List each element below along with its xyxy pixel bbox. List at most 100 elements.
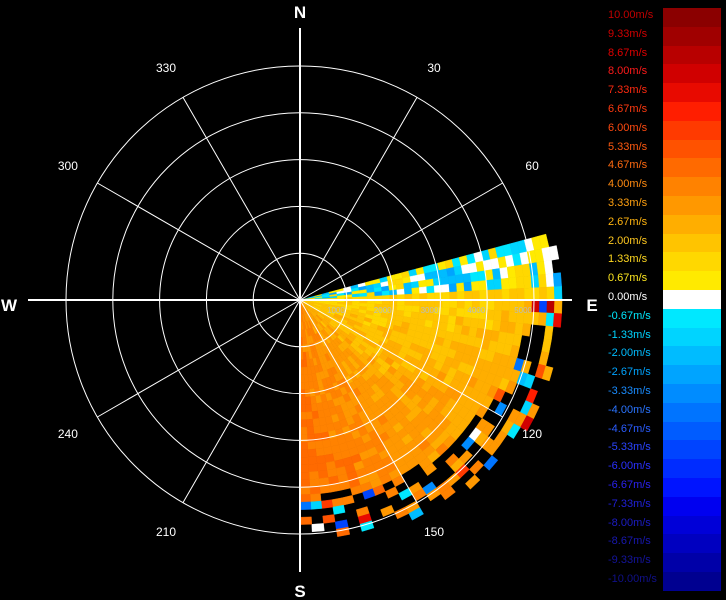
colorbar-swatch	[663, 384, 721, 403]
velocity-cell	[305, 411, 313, 420]
colorbar-row: -8.67m/s	[606, 534, 721, 554]
azimuth-label: 210	[156, 525, 176, 539]
velocity-cell	[411, 305, 420, 313]
velocity-colorbar: 10.00m/s 9.33m/s 8.67m/s 8.00m/s 7.33m/s 6.67…	[606, 8, 721, 591]
velocity-cell	[485, 309, 495, 321]
velocity-cell	[320, 431, 330, 441]
velocity-cell	[485, 279, 495, 291]
velocity-cell	[374, 291, 383, 297]
velocity-cell	[538, 351, 550, 367]
colorbar-label: 0.67m/s	[608, 272, 648, 285]
velocity-cell	[524, 287, 533, 301]
velocity-cell	[432, 313, 442, 323]
velocity-cell	[309, 478, 320, 488]
velocity-cell	[308, 471, 320, 480]
colorbar-swatch	[663, 120, 721, 140]
azimuth-label: 120	[522, 427, 542, 441]
velocity-cell	[299, 449, 309, 458]
colorbar-label: -4.67m/s	[608, 422, 651, 435]
colorbar-label: -5.33m/s	[608, 441, 651, 454]
colorbar-label: -3.33m/s	[608, 385, 651, 397]
velocity-cell	[309, 493, 322, 503]
velocity-cell	[455, 316, 465, 327]
velocity-cell	[500, 277, 510, 290]
colorbar-swatch	[663, 8, 721, 27]
azimuth-spoke	[299, 299, 503, 418]
velocity-cell	[299, 456, 309, 465]
colorbar-row: 5.33m/s	[606, 139, 721, 159]
velocity-cell	[516, 287, 525, 301]
velocity-cell	[341, 495, 355, 506]
colorbar-label: 4.00m/s	[608, 178, 648, 191]
velocity-cell	[469, 460, 484, 475]
velocity-cell	[471, 290, 480, 301]
velocity-cell	[307, 456, 318, 465]
velocity-cell	[306, 426, 315, 435]
colorbar-label: -4.00m/s	[608, 403, 651, 416]
velocity-cell	[408, 507, 424, 521]
colorbar-swatch	[663, 64, 721, 84]
velocity-cell	[494, 401, 508, 417]
velocity-cell	[425, 278, 435, 287]
velocity-cell	[351, 293, 361, 298]
velocity-cell	[431, 270, 441, 280]
velocity-cell	[316, 462, 328, 472]
colorbar-swatch	[663, 440, 721, 460]
velocity-cell	[479, 289, 488, 301]
colorbar-row: -8.00m/s	[606, 515, 721, 535]
range-label: 5000	[514, 306, 532, 315]
colorbar-label: -8.67m/s	[608, 535, 651, 548]
colorbar-row: -6.00m/s	[606, 459, 721, 478]
velocity-cell	[313, 432, 323, 442]
velocity-cell	[309, 395, 317, 405]
colorbar-row: 8.00m/s	[606, 64, 721, 84]
colorbar-label: 6.67m/s	[608, 103, 648, 115]
velocity-cell	[441, 307, 450, 316]
colorbar-label: 5.33m/s	[608, 140, 648, 153]
colorbar-swatch	[663, 233, 721, 253]
velocity-cell	[302, 351, 307, 361]
velocity-cell	[520, 415, 534, 432]
velocity-cell	[449, 291, 458, 301]
colorbar-swatch	[663, 402, 721, 422]
colorbar-swatch	[663, 553, 721, 572]
colorbar-label: -0.67m/s	[608, 309, 651, 322]
velocity-cell	[447, 315, 457, 325]
velocity-cell	[494, 299, 503, 311]
velocity-cell	[311, 523, 325, 533]
cardinal-south: S	[294, 582, 305, 600]
azimuth-label: 30	[427, 61, 441, 75]
colorbar-row: 4.00m/s	[606, 177, 721, 196]
colorbar-label: -7.33m/s	[608, 497, 651, 510]
velocity-cell	[307, 441, 316, 450]
colorbar-row: -10.00m/s	[606, 572, 721, 591]
velocity-cell	[441, 284, 450, 293]
range-label: 1000	[327, 306, 345, 315]
velocity-cell	[434, 292, 443, 301]
velocity-cell	[440, 485, 456, 501]
velocity-cell	[411, 287, 420, 295]
velocity-cell	[456, 299, 465, 309]
velocity-cell	[322, 514, 336, 524]
velocity-cell	[317, 469, 329, 479]
colorbar-swatch	[663, 139, 721, 159]
velocity-cell	[433, 284, 443, 294]
colorbar-swatch	[663, 346, 721, 366]
azimuth-spoke	[182, 299, 301, 503]
velocity-cell	[500, 310, 510, 323]
colorbar-row: 8.67m/s	[606, 45, 721, 65]
velocity-cell	[419, 293, 428, 301]
velocity-cell	[306, 418, 314, 428]
colorbar-label: 6.00m/s	[608, 121, 648, 134]
velocity-cell	[493, 278, 503, 291]
velocity-cell	[404, 305, 413, 312]
azimuth-spoke	[299, 299, 418, 503]
colorbar-row: 9.33m/s	[606, 26, 721, 46]
velocity-cell	[530, 274, 540, 289]
velocity-cell	[424, 271, 434, 281]
velocity-cell	[302, 359, 308, 368]
azimuth-spoke	[97, 182, 301, 301]
colorbar-swatch	[663, 102, 721, 121]
velocity-cell	[501, 288, 510, 301]
velocity-cell	[426, 285, 435, 294]
